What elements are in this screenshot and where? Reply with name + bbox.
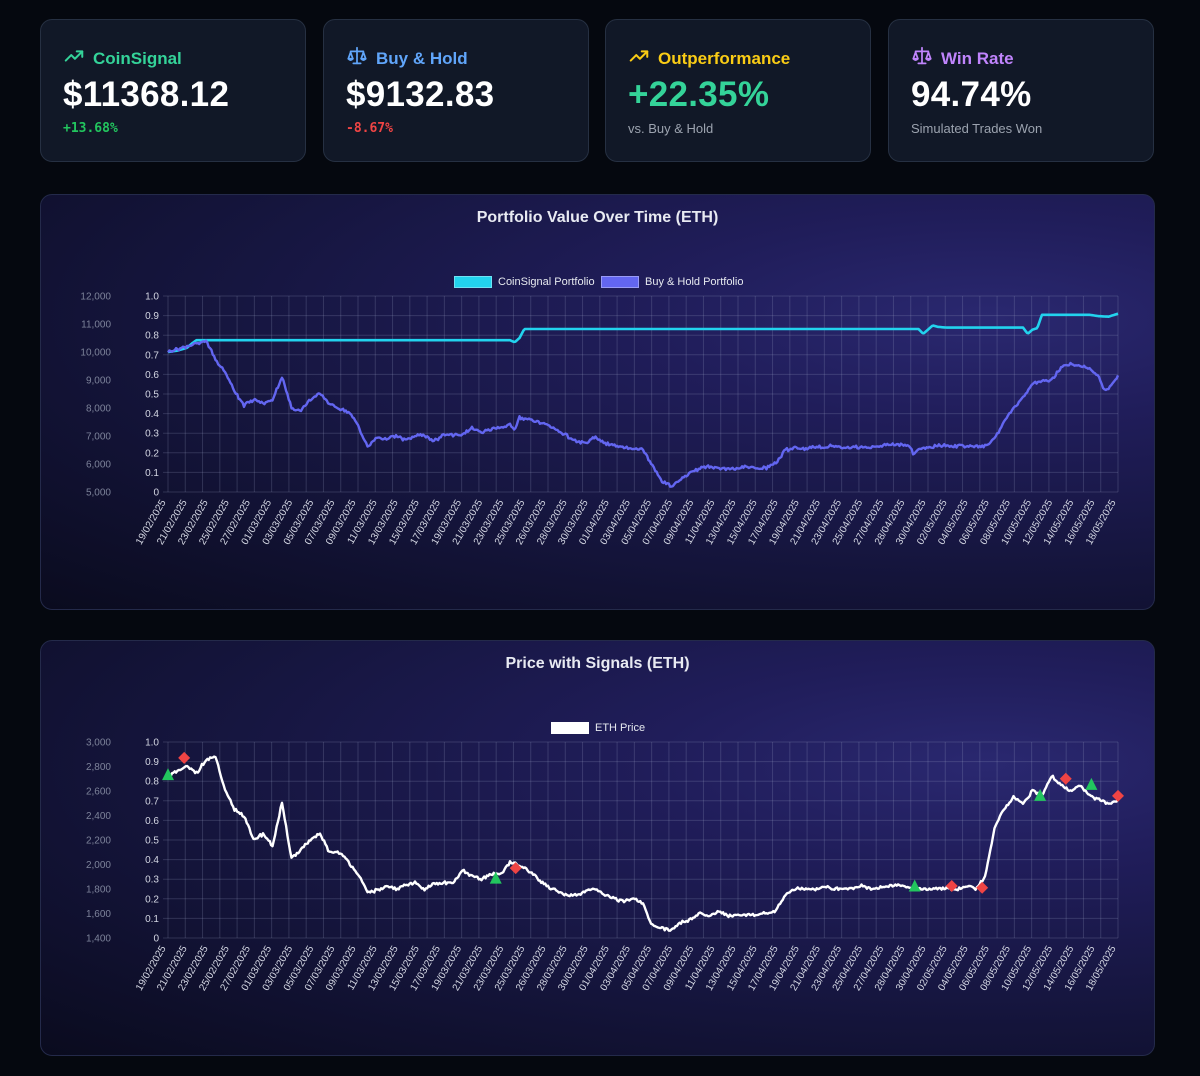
y-tick-label: 0.5	[145, 836, 159, 847]
y-tick-label: 0.8	[145, 331, 159, 342]
y-tick-label: 0.8	[145, 777, 159, 788]
sell-signal-marker	[509, 862, 522, 875]
y-left-tick-label: 7,000	[86, 432, 111, 443]
legend-buy-hold[interactable]: Buy & Hold Portfolio	[601, 276, 743, 288]
y-tick-label: 1.0	[145, 738, 159, 749]
card-value: +22.35%	[628, 75, 770, 114]
y-left-tick-label: 11,000	[81, 320, 111, 331]
scale-icon	[346, 45, 368, 72]
y-tick-label: 0.4	[145, 855, 159, 866]
y-left-tick-label: 2,400	[86, 811, 111, 822]
y-tick-label: 0.1	[145, 914, 159, 925]
portfolio-chart-panel: Portfolio Value Over Time (ETH) CoinSign…	[40, 194, 1155, 610]
buy-signal-marker	[908, 879, 921, 892]
card-outperformance: Outperformance +22.35% vs. Buy & Hold	[605, 19, 871, 162]
y-tick-label: 0.9	[145, 757, 159, 768]
stats-cards: CoinSignal $11368.12 +13.68% Buy & Hold …	[40, 19, 1156, 164]
y-tick-label: 0.4	[145, 409, 159, 420]
card-subtitle: vs. Buy & Hold	[628, 121, 714, 136]
card-title: CoinSignal	[93, 48, 182, 68]
sell-signal-marker	[1059, 772, 1072, 785]
trending-up-icon	[628, 45, 650, 72]
y-tick-label: 0.6	[145, 816, 159, 827]
y-left-tick-label: 1,400	[86, 934, 111, 945]
y-tick-label: 0.3	[145, 429, 159, 440]
y-left-tick-label: 8,000	[86, 404, 111, 415]
legend-label: Buy & Hold Portfolio	[645, 276, 744, 288]
y-left-tick-label: 9,000	[86, 376, 111, 387]
card-title: Win Rate	[941, 48, 1014, 68]
y-left-tick-label: 1,600	[86, 909, 111, 920]
y-tick-label: 0.9	[145, 311, 159, 322]
card-value: $9132.83	[346, 75, 495, 114]
y-tick-label: 0.3	[145, 875, 159, 886]
card-title: Buy & Hold	[376, 48, 468, 68]
y-left-tick-label: 12,000	[80, 292, 111, 303]
card-value: 94.74%	[911, 75, 1032, 114]
card-change: +13.68%	[63, 121, 118, 136]
legend-swatch	[601, 276, 639, 288]
buy-signal-marker	[162, 768, 174, 781]
buy-signal-marker	[489, 871, 502, 884]
y-left-tick-label: 3,000	[86, 738, 111, 749]
grid	[163, 741, 1119, 939]
buy-signal-marker	[1085, 777, 1098, 790]
y-tick-label: 0	[153, 488, 159, 499]
legend-coinsignal[interactable]: CoinSignal Portfolio	[454, 276, 595, 288]
y-left-tick-label: 2,600	[86, 787, 111, 798]
y-left-tick-label: 2,000	[86, 860, 111, 871]
card-win-rate: Win Rate 94.74% Simulated Trades Won	[888, 19, 1154, 162]
series-line	[167, 755, 1119, 932]
y-tick-label: 1.0	[145, 292, 159, 303]
sell-signal-marker	[945, 879, 958, 892]
card-change: -8.67%	[346, 121, 393, 136]
portfolio-line-chart: 1.0 0.9 0.8 0.7 0.6 0.5 0.4 0.3 0.2 0.1 0 12,000 11,…	[80, 292, 1120, 547]
card-buy-hold: Buy & Hold $9132.83 -8.67%	[323, 19, 589, 162]
chart-title: Portfolio Value Over Time (ETH)	[476, 209, 719, 226]
card-title: Outperformance	[658, 48, 791, 68]
legend-label: CoinSignal Portfolio	[498, 276, 595, 288]
y-left-tick-label: 6,000	[86, 460, 111, 471]
y-left-tick-label: 5,000	[86, 488, 111, 499]
card-value: $11368.12	[63, 75, 230, 114]
y-tick-label: 0.2	[145, 894, 159, 905]
legend-label: ETH Price	[595, 722, 646, 734]
trending-up-icon	[63, 45, 85, 72]
series-line	[167, 339, 1120, 488]
legend-eth-price[interactable]: ETH Price	[551, 722, 645, 734]
y-tick-label: 0.7	[145, 796, 159, 807]
card-coinsignal: CoinSignal $11368.12 +13.68%	[40, 19, 306, 162]
y-left-tick-label: 10,000	[80, 348, 111, 359]
chart-title: Price with Signals (ETH)	[505, 655, 690, 672]
y-tick-label: 0.6	[145, 370, 159, 381]
y-left-tick-label: 1,800	[86, 885, 111, 896]
scale-icon	[911, 45, 933, 72]
price-signals-chart: 1.0 0.9 0.8 0.7 0.6 0.5 0.4 0.3 0.2 0.1 0 3,000 2,80…	[86, 738, 1124, 993]
sell-signal-marker	[976, 881, 989, 894]
y-tick-label: 0.1	[145, 468, 159, 479]
grid	[163, 295, 1119, 493]
y-tick-label: 0.5	[145, 390, 159, 401]
sell-signal-marker	[178, 751, 191, 764]
price-chart-panel: Price with Signals (ETH) ETH Price 1.0 0.…	[40, 640, 1155, 1056]
y-tick-label: 0.7	[145, 350, 159, 361]
series-line	[167, 312, 1119, 354]
legend-swatch	[454, 276, 492, 288]
sell-signal-marker	[1112, 789, 1124, 802]
y-left-tick-label: 2,200	[86, 836, 111, 847]
y-left-tick-label: 2,800	[86, 762, 111, 773]
legend-swatch	[551, 722, 589, 734]
y-tick-label: 0.2	[145, 448, 159, 459]
buy-signal-marker	[1034, 788, 1047, 801]
y-tick-label: 0	[153, 934, 159, 945]
card-subtitle: Simulated Trades Won	[911, 121, 1043, 136]
